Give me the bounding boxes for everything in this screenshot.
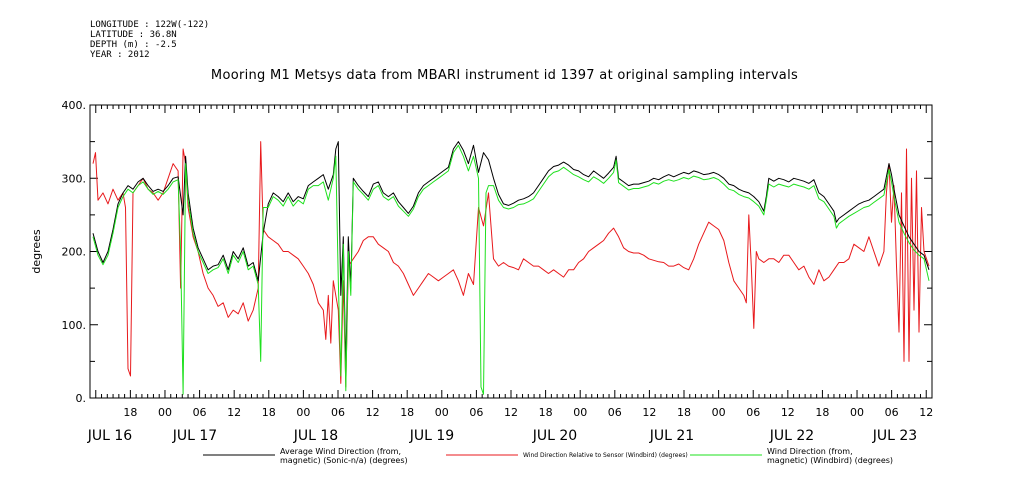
y-tick-label: 0. — [76, 392, 87, 405]
x-hour-label: 00 — [850, 406, 864, 419]
x-hour-label: 18 — [262, 406, 276, 419]
y-tick-label: 100. — [62, 319, 87, 332]
x-hour-label: 18 — [400, 406, 414, 419]
plot-frame — [89, 104, 933, 399]
y-tick-label: 200. — [62, 246, 87, 259]
x-day-label: JUL 18 — [293, 428, 338, 444]
x-day-label: JUL 21 — [649, 428, 694, 444]
x-day-label: JUL 19 — [409, 428, 454, 444]
legend-label-0: Average Wind Direction (from, — [280, 447, 401, 456]
x-hour-label: 18 — [123, 406, 137, 419]
x-hour-label: 18 — [815, 406, 829, 419]
x-hour-label: 00 — [296, 406, 310, 419]
series-line-2 — [92, 144, 930, 395]
x-hour-label: 06 — [885, 406, 899, 419]
meta-latitude: LATITUDE : 36.8N — [90, 30, 177, 40]
x-hour-label: 12 — [227, 406, 241, 419]
metadata-block: LONGITUDE : 122W(-122) LATITUDE : 36.8N … — [90, 20, 209, 60]
meta-longitude: LONGITUDE : 122W(-122) — [90, 20, 210, 30]
chart-title: Mooring M1 Metsys data from MBARI instru… — [210, 68, 799, 83]
meta-year: YEAR : 2012 — [90, 50, 150, 60]
x-hour-label: 06 — [193, 406, 207, 419]
legend-label-2: Wind Direction (from, — [767, 447, 853, 456]
series-line-0 — [92, 141, 930, 370]
y-tick-label: 300. — [62, 172, 87, 185]
x-hour-label: 12 — [781, 406, 795, 419]
x-hour-label: 00 — [435, 406, 449, 419]
x-day-label: JUL 17 — [172, 428, 217, 444]
x-day-label: JUL 16 — [87, 428, 133, 444]
x-hour-label: 18 — [677, 406, 691, 419]
x-hour-label: 00 — [158, 406, 172, 419]
legend-label-0: magnetic) (Sonic-n/a) (degrees) — [280, 456, 408, 465]
x-hour-label: 00 — [712, 406, 726, 419]
meta-depth: DEPTH (m) : -2.5 — [90, 40, 177, 50]
x-hour-label: 06 — [469, 406, 483, 419]
series-line-1 — [92, 141, 930, 388]
legend-label-2: magnetic) (Windbird) (degrees) — [767, 456, 893, 465]
x-hour-label: 06 — [331, 406, 345, 419]
x-day-label: JUL 20 — [532, 428, 577, 444]
x-hour-label: 12 — [366, 406, 380, 419]
y-axis-label: degrees — [30, 229, 43, 274]
x-day-label: JUL 23 — [872, 428, 917, 444]
x-hour-label: 00 — [573, 406, 587, 419]
x-hour-label: 18 — [539, 406, 553, 419]
x-hour-label: 06 — [608, 406, 622, 419]
x-hour-label: 12 — [642, 406, 656, 419]
x-day-label: JUL 22 — [769, 428, 814, 444]
legend-label-1: Wind Direction Relative to Sensor (Windb… — [523, 452, 688, 459]
x-hour-label: 12 — [919, 406, 933, 419]
x-hour-label: 06 — [746, 406, 760, 419]
y-tick-label: 400. — [62, 99, 87, 112]
x-hour-label: 12 — [504, 406, 518, 419]
